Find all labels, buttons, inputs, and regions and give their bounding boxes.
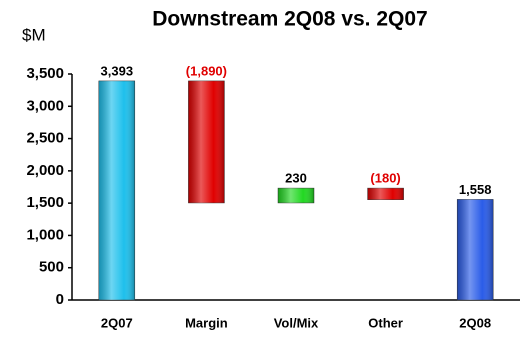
- y-tick-label: 1,000: [26, 226, 64, 243]
- chart-title: Downstream 2Q08 vs. 2Q07: [152, 8, 427, 31]
- value-label: 1,558: [459, 182, 492, 197]
- bar-shine: [367, 188, 404, 200]
- bar-shine: [188, 80, 225, 203]
- bar-shine: [457, 199, 494, 300]
- bar-shine: [278, 188, 314, 203]
- y-tick-label: 1,500: [26, 194, 64, 211]
- y-tick-label: 500: [39, 259, 64, 276]
- value-label: (1,890): [186, 63, 227, 78]
- value-label: 230: [285, 171, 307, 186]
- x-tick-label: 2Q07: [101, 315, 133, 330]
- value-label: (180): [370, 171, 400, 186]
- y-axis-label: $M: [22, 25, 46, 44]
- x-tick-label: Vol/Mix: [274, 315, 319, 330]
- value-label: 3,393: [101, 63, 134, 78]
- y-tick-label: 3,500: [26, 65, 64, 82]
- y-tick-label: 2,000: [26, 162, 64, 179]
- y-tick-label: 2,500: [26, 130, 64, 147]
- bar-shine: [98, 80, 135, 300]
- x-tick-label: Margin: [185, 315, 228, 330]
- y-tick-label: 3,000: [26, 97, 64, 114]
- y-tick-label: 0: [56, 291, 64, 308]
- x-tick-label: Other: [368, 315, 403, 330]
- x-tick-label: 2Q08: [459, 315, 491, 330]
